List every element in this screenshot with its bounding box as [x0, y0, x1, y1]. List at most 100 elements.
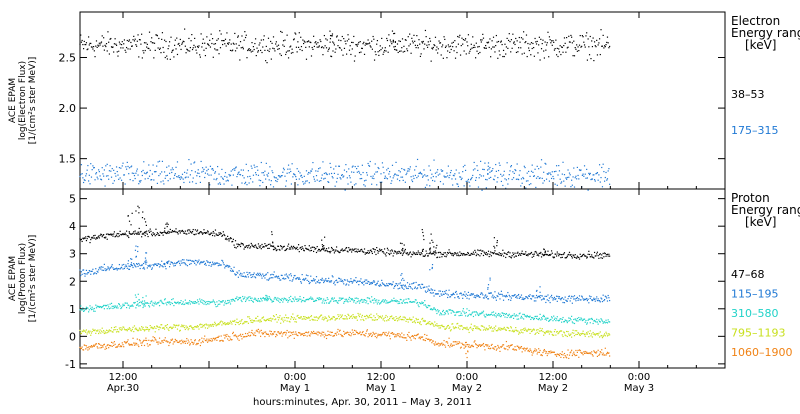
proton-data-point — [574, 295, 575, 296]
proton-data-point — [223, 262, 224, 263]
proton-data-point — [395, 300, 396, 301]
proton-data-point — [271, 299, 272, 300]
proton-data-point — [206, 232, 207, 233]
proton-data-point — [186, 338, 187, 339]
electron-data-point — [107, 164, 108, 165]
electron-data-point — [384, 178, 385, 179]
proton-data-point — [557, 331, 558, 332]
electron-data-point — [498, 41, 499, 42]
proton-data-point — [271, 274, 272, 275]
proton-data-point — [188, 233, 189, 234]
proton-data-point — [603, 253, 604, 254]
proton-data-point — [102, 306, 103, 307]
proton-data-point — [364, 248, 365, 249]
electron-data-point — [105, 46, 106, 47]
proton-data-point — [601, 319, 602, 320]
proton-data-point — [485, 330, 486, 331]
proton-data-point — [164, 340, 165, 341]
electron-data-point — [317, 47, 318, 48]
proton-data-point — [535, 251, 536, 252]
electron-data-point — [437, 52, 438, 53]
proton-data-point — [570, 334, 571, 335]
proton-spike-point — [167, 263, 168, 264]
proton-data-point — [210, 262, 211, 263]
proton-spike-point — [164, 228, 165, 229]
electron-data-point — [232, 50, 233, 51]
electron-data-point — [96, 40, 97, 41]
proton-data-point — [262, 274, 263, 275]
electron-data-point — [314, 179, 315, 180]
proton-data-point — [79, 309, 80, 310]
proton-data-point — [149, 232, 150, 233]
proton-data-point — [471, 324, 472, 325]
proton-data-point — [293, 299, 294, 300]
electron-data-point — [142, 57, 143, 58]
electron-data-point — [562, 47, 563, 48]
proton-data-point — [413, 252, 414, 253]
electron-data-point — [175, 167, 176, 168]
proton-data-point — [542, 295, 543, 296]
proton-data-point — [605, 322, 606, 323]
electron-data-point — [550, 39, 551, 40]
proton-data-point — [170, 342, 171, 343]
proton-data-point — [110, 304, 111, 305]
proton-data-point — [514, 256, 515, 257]
proton-data-point — [277, 277, 278, 278]
proton-data-point — [183, 231, 184, 232]
electron-data-point — [201, 33, 202, 34]
proton-data-point — [266, 245, 267, 246]
electron-data-point — [217, 166, 218, 167]
proton-data-point — [278, 276, 279, 277]
proton-data-point — [314, 320, 315, 321]
proton-data-point — [143, 340, 144, 341]
proton-data-point — [107, 344, 108, 345]
proton-data-point — [129, 307, 130, 308]
proton-data-point — [436, 323, 437, 324]
proton-data-point — [596, 253, 597, 254]
electron-data-point — [427, 47, 428, 48]
electron-data-point — [137, 174, 138, 175]
electron-data-point — [125, 166, 126, 167]
proton-data-point — [139, 302, 140, 303]
electron-data-point — [138, 183, 139, 184]
proton-data-point — [317, 320, 318, 321]
proton-data-point — [311, 315, 312, 316]
electron-data-point — [194, 161, 195, 162]
electron-data-point — [276, 181, 277, 182]
proton-data-point — [434, 321, 435, 322]
proton-data-point — [273, 274, 274, 275]
proton-spike-point — [146, 295, 147, 296]
proton-data-point — [500, 329, 501, 330]
proton-data-point — [355, 303, 356, 304]
proton-data-point — [112, 234, 113, 235]
proton-data-point — [179, 263, 180, 264]
electron-data-point — [382, 47, 383, 48]
electron-data-point — [122, 41, 123, 42]
electron-data-point — [213, 170, 214, 171]
electron-data-point — [538, 168, 539, 169]
proton-data-point — [416, 299, 417, 300]
electron-data-point — [423, 48, 424, 49]
proton-data-point — [119, 235, 120, 236]
electron-data-point — [188, 50, 189, 51]
electron-data-point — [408, 36, 409, 37]
proton-data-point — [163, 235, 164, 236]
proton-data-point — [196, 302, 197, 303]
proton-data-point — [319, 297, 320, 298]
electron-data-point — [510, 51, 511, 52]
proton-data-point — [307, 318, 308, 319]
proton-data-point — [411, 283, 412, 284]
proton-data-point — [598, 258, 599, 259]
proton-data-point — [504, 327, 505, 328]
electron-data-point — [518, 47, 519, 48]
electron-data-point — [388, 52, 389, 53]
proton-data-point — [606, 333, 607, 334]
electron-data-point — [391, 180, 392, 181]
electron-data-point — [540, 39, 541, 40]
electron-data-point — [474, 162, 475, 163]
proton-data-point — [502, 254, 503, 255]
proton-data-point — [511, 257, 512, 258]
electron-data-point — [581, 46, 582, 47]
proton-data-point — [117, 236, 118, 237]
electron-data-point — [356, 168, 357, 169]
